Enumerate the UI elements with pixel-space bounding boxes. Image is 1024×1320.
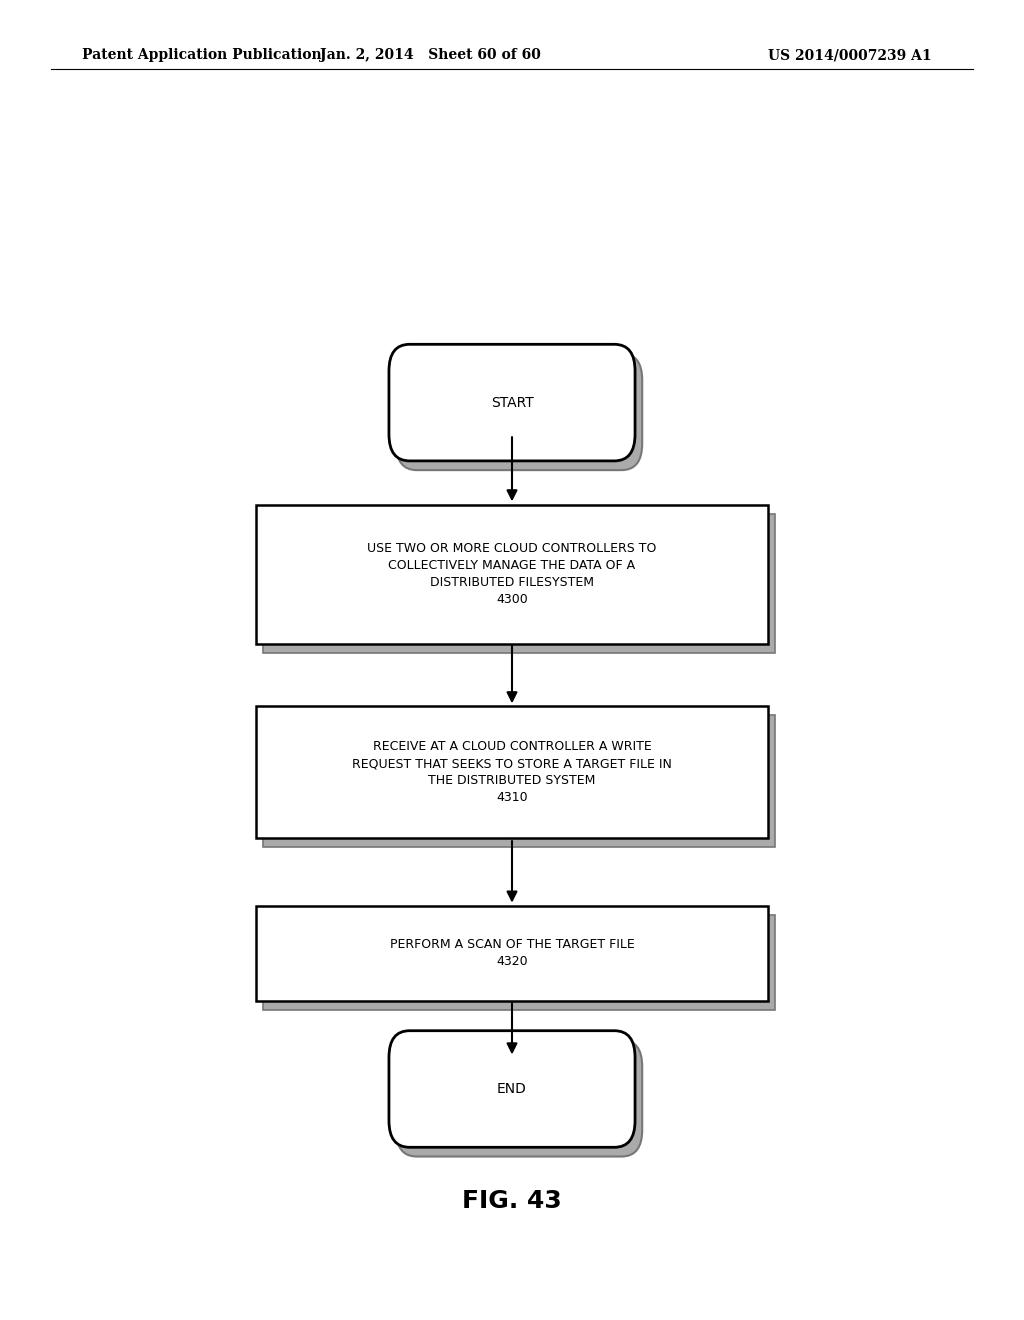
Bar <box>256 506 768 644</box>
Bar <box>263 515 775 653</box>
Bar <box>256 906 768 1001</box>
Text: USE TWO OR MORE CLOUD CONTROLLERS TO
COLLECTIVELY MANAGE THE DATA OF A
DISTRIBUT: USE TWO OR MORE CLOUD CONTROLLERS TO COL… <box>368 543 656 606</box>
Text: RECEIVE AT A CLOUD CONTROLLER A WRITE
REQUEST THAT SEEKS TO STORE A TARGET FILE : RECEIVE AT A CLOUD CONTROLLER A WRITE RE… <box>352 741 672 804</box>
Text: US 2014/0007239 A1: US 2014/0007239 A1 <box>768 49 932 62</box>
Text: Jan. 2, 2014   Sheet 60 of 60: Jan. 2, 2014 Sheet 60 of 60 <box>319 49 541 62</box>
Bar <box>263 915 775 1010</box>
Text: Patent Application Publication: Patent Application Publication <box>82 49 322 62</box>
FancyBboxPatch shape <box>389 1031 635 1147</box>
Text: END: END <box>497 1082 527 1096</box>
FancyBboxPatch shape <box>396 1040 642 1156</box>
Text: FIG. 43: FIG. 43 <box>462 1189 562 1213</box>
FancyBboxPatch shape <box>396 354 642 470</box>
Bar <box>256 706 768 838</box>
FancyBboxPatch shape <box>389 345 635 461</box>
Text: PERFORM A SCAN OF THE TARGET FILE
4320: PERFORM A SCAN OF THE TARGET FILE 4320 <box>389 939 635 968</box>
Bar <box>263 715 775 847</box>
Text: START: START <box>490 396 534 409</box>
